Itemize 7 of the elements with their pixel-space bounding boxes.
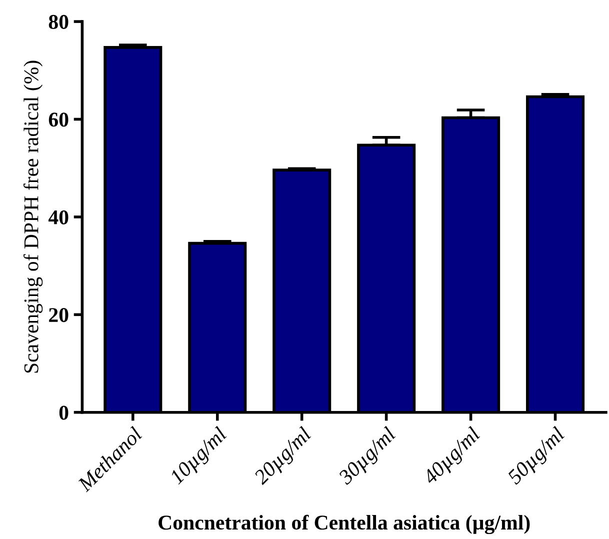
y-tick-label: 80 — [48, 14, 68, 29]
y-tick-label: 60 — [48, 112, 68, 127]
y-tick-label: 40 — [48, 210, 68, 224]
y-tick-label: 20 — [49, 308, 68, 322]
y-tick-label: 0 — [59, 406, 68, 420]
y-axis-title: Scavenging of DPPH free radical (%) — [23, 60, 43, 373]
x-axis-title: Concnetration of Centella asiatica (µg/ml) — [158, 514, 530, 534]
